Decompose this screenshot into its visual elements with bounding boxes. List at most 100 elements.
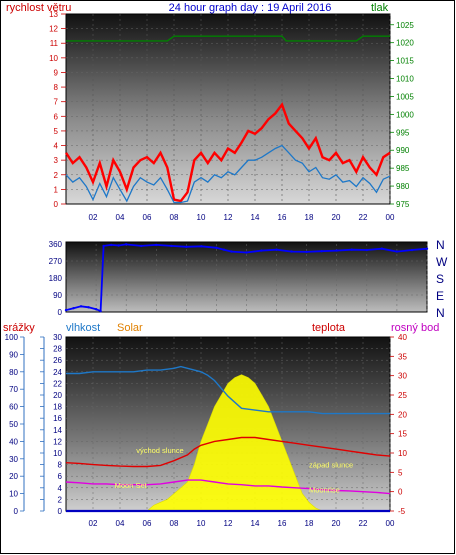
compass-label: E xyxy=(436,289,444,303)
humidity-tick-label: 12 xyxy=(53,437,62,446)
humidity-line xyxy=(66,365,390,415)
temperature-tick-label: 5 xyxy=(398,468,403,477)
time-tick-label: 12 xyxy=(224,519,233,528)
rain-tick-label: 40 xyxy=(9,437,18,446)
time-tick-label: 08 xyxy=(170,213,179,222)
wind-tick-label: 13 xyxy=(49,10,58,19)
time-tick-label: 22 xyxy=(359,519,368,528)
pressure-axis-label: tlak xyxy=(371,2,389,14)
wind-direction-point xyxy=(140,244,143,248)
wind-tick-label: 3 xyxy=(54,156,59,165)
wind-direction-point xyxy=(410,248,414,252)
wind-direction-point xyxy=(260,249,263,252)
humidity-tick-label: 10 xyxy=(53,449,62,458)
temperature-tick-label: 15 xyxy=(398,430,407,439)
humidity-tick-label: 28 xyxy=(53,345,62,354)
wind-direction-point xyxy=(64,308,68,312)
wind-direction-point xyxy=(185,245,188,249)
humidity-axis-label: vlhkost xyxy=(66,322,100,334)
time-tick-label: 10 xyxy=(197,519,206,528)
humidity-tick-label: 30 xyxy=(53,333,62,342)
wind-tick-label: 6 xyxy=(54,112,59,121)
annotation-label: Moonrise xyxy=(309,485,340,494)
rain-tick-label: 90 xyxy=(9,350,18,359)
humidity-tick-label: 2 xyxy=(58,495,63,504)
wind-direction-point xyxy=(290,250,293,253)
pressure-tick-label: 1005 xyxy=(396,92,414,101)
wind-direction-point xyxy=(222,248,226,251)
time-tick-label: 06 xyxy=(143,519,152,528)
wind-direction-point xyxy=(102,244,105,248)
time-tick-label: 06 xyxy=(143,213,152,222)
rain-tick-label: 100 xyxy=(5,333,19,342)
solar-area xyxy=(140,374,323,512)
wind-direction-point xyxy=(350,248,353,251)
annotation-label: Moon Set xyxy=(115,481,148,490)
compass-label: S xyxy=(436,272,444,286)
wind-average-line xyxy=(65,144,391,204)
direction-tick-label: 90 xyxy=(53,291,62,300)
wind-direction-point xyxy=(200,245,203,248)
humidity-tick-label: 0 xyxy=(58,507,63,516)
time-tick-label: 02 xyxy=(89,519,98,528)
direction-tick-label: 270 xyxy=(49,257,63,266)
bottom-series xyxy=(65,365,391,513)
wind-direction-point xyxy=(109,243,113,247)
humidity-tick-label: 22 xyxy=(53,379,62,388)
temperature-axis-label: teplota xyxy=(312,322,346,334)
pressure-line xyxy=(66,35,390,42)
wind-tick-label: 2 xyxy=(54,171,59,180)
wind-direction-point xyxy=(117,244,120,247)
rain-tick-label: 0 xyxy=(14,507,19,516)
dewpoint-axis-label: rosný bod xyxy=(391,322,439,334)
pressure-tick-label: 975 xyxy=(396,200,410,209)
time-tick-label: 18 xyxy=(305,519,314,528)
pressure-tick-label: 1000 xyxy=(396,110,414,119)
pressure-tick-label: 990 xyxy=(396,146,410,155)
humidity-tick-label: 4 xyxy=(58,484,63,493)
dewpoint-line xyxy=(65,479,391,495)
direction-tick-label: 180 xyxy=(49,274,63,283)
wind-tick-label: 11 xyxy=(50,39,59,48)
wind-direction-point xyxy=(395,250,399,253)
compass-label: N xyxy=(436,306,445,320)
rain-tick-label: 60 xyxy=(9,403,18,412)
pressure-ticks: 975 980 985 990 995 1000 1005 1010 1015 1020 1025 xyxy=(390,21,414,209)
direction-grid xyxy=(66,244,428,312)
time-tick-label: 14 xyxy=(251,213,260,222)
wind-tick-label: 0 xyxy=(54,200,59,209)
wind-tick-label: 12 xyxy=(49,25,58,34)
wind-direction-point xyxy=(155,243,158,247)
direction-series xyxy=(64,243,429,313)
time-tick-label: 00 xyxy=(386,519,395,528)
pressure-tick-label: 995 xyxy=(396,128,410,137)
rain-tick-label: 70 xyxy=(9,385,18,394)
compass-label: N xyxy=(436,238,445,252)
wind-tick-label: 9 xyxy=(54,68,59,77)
humidity-tick-label: 14 xyxy=(53,426,62,435)
wind-direction-point xyxy=(87,306,90,309)
rain-axis-label: srážky xyxy=(3,322,35,334)
wind-tick-label: 8 xyxy=(54,83,59,92)
wind-direction-point xyxy=(380,247,384,250)
bottom-axes: 0102030405060708090100024681012141618202… xyxy=(5,333,408,516)
time-tick-label: 02 xyxy=(89,213,98,222)
wind-tick-label: 10 xyxy=(49,54,58,63)
wind-direction-point xyxy=(335,249,338,252)
rain-tick-label: 30 xyxy=(9,455,18,464)
time-tick-label: 00 xyxy=(386,213,395,222)
wind-tick-label: 4 xyxy=(54,142,59,151)
bottom-time-ticks: 02 04 06 08 10 12 14 16 18 20 22 00 xyxy=(89,519,395,528)
wind-direction-point xyxy=(425,247,429,250)
wind-direction-point xyxy=(94,307,98,311)
humidity-tick-label: 16 xyxy=(53,414,62,423)
time-tick-label: 04 xyxy=(116,213,125,222)
humidity-tick-label: 24 xyxy=(53,368,62,377)
temperature-tick-label: 40 xyxy=(398,333,407,342)
time-tick-label: 22 xyxy=(359,213,368,222)
wind-direction-point xyxy=(99,309,102,313)
temperature-tick-label: 25 xyxy=(398,391,407,400)
rain-tick-label: 80 xyxy=(9,368,18,377)
